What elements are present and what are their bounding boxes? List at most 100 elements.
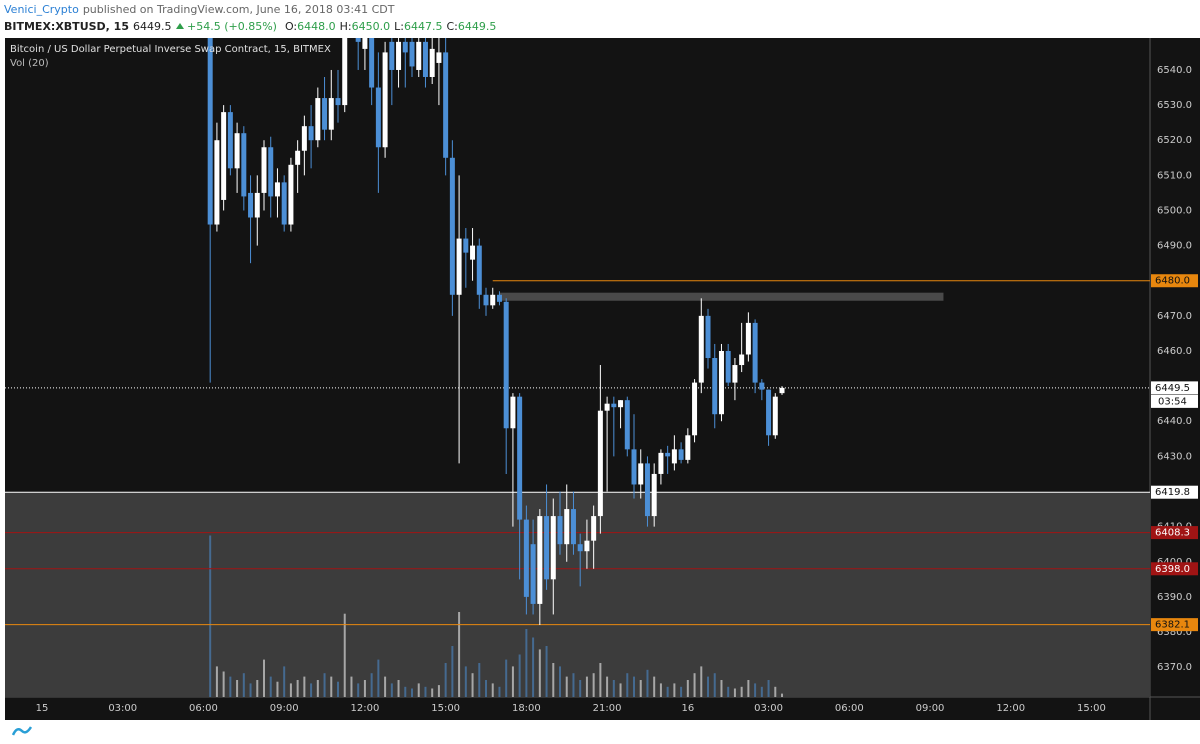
footer xyxy=(0,720,1200,744)
y-tick-label: 6400.0 xyxy=(1157,557,1192,568)
volume-bar xyxy=(444,663,447,697)
volume-bar xyxy=(774,686,777,697)
y-tick-label: 6370.0 xyxy=(1157,662,1192,673)
candle-body xyxy=(604,403,610,411)
candle-body xyxy=(503,301,509,429)
volume-bar xyxy=(659,683,662,697)
candle-body xyxy=(261,147,267,193)
candle-body xyxy=(766,389,772,436)
candle-body xyxy=(402,41,408,53)
volume-bar xyxy=(242,673,245,697)
volume-bar xyxy=(350,676,353,697)
volume-bar xyxy=(431,688,434,697)
volume-bar xyxy=(249,683,252,697)
ohlc-value: 6447.5 xyxy=(403,20,443,33)
volume-bar xyxy=(276,681,279,697)
volume-bar xyxy=(592,673,595,697)
change: +54.5 (+0.85%) xyxy=(175,20,281,33)
candle-body xyxy=(651,473,657,517)
candle-body xyxy=(382,52,388,148)
volume-bar xyxy=(323,673,326,697)
candle-body xyxy=(732,365,738,383)
volume-bar xyxy=(404,686,407,697)
volume-bar xyxy=(283,666,286,697)
volume-bar xyxy=(256,680,259,697)
price-tag xyxy=(1151,618,1198,632)
y-tick-label: 6510.0 xyxy=(1157,170,1192,181)
candle-body xyxy=(342,38,348,106)
candle-body xyxy=(496,294,502,302)
volume-bar xyxy=(229,676,232,697)
volume-bar xyxy=(713,673,716,697)
x-tick-label: 12:00 xyxy=(351,703,380,714)
candle-body xyxy=(631,449,637,485)
candle-body xyxy=(658,452,664,474)
candle-body xyxy=(295,150,301,165)
candle-body xyxy=(288,164,294,225)
price-tag-label: 6408.3 xyxy=(1155,528,1190,539)
x-tick-label: 16 xyxy=(681,703,694,714)
volume-bar xyxy=(222,671,225,697)
candle-body xyxy=(355,38,361,42)
candle-body xyxy=(752,322,758,383)
candle-body xyxy=(705,315,711,359)
y-tick-label: 6540.0 xyxy=(1157,65,1192,76)
volume-bar xyxy=(680,686,683,697)
symbol: BITMEX:XBTUSD, 15 xyxy=(4,20,129,33)
volume-bar xyxy=(370,673,373,697)
candle-body xyxy=(712,358,718,415)
volume-bar xyxy=(451,646,454,697)
volume-bar xyxy=(720,680,723,697)
candle-body xyxy=(692,382,698,436)
volume-bar xyxy=(377,659,380,697)
chart-title: Bitcoin / US Dollar Perpetual Inverse Sw… xyxy=(10,44,331,55)
zone xyxy=(5,492,1150,697)
candle-body xyxy=(584,540,590,552)
candle-body xyxy=(389,41,395,70)
header: Venici_Crypto published on TradingView.co… xyxy=(0,2,1200,38)
y-tick-label: 6490.0 xyxy=(1157,241,1192,252)
volume-bar xyxy=(707,676,710,697)
volume-bar xyxy=(585,676,588,697)
candle-body xyxy=(409,41,415,67)
resistance-box xyxy=(499,292,944,301)
ohlc-key: C: xyxy=(446,20,458,33)
candle-body xyxy=(591,516,597,541)
volume-bar xyxy=(296,680,299,697)
candle-body xyxy=(422,41,428,77)
x-tick-label: 18:00 xyxy=(512,703,541,714)
candle-body xyxy=(483,294,489,306)
candle-body xyxy=(779,387,785,394)
x-tick-label: 03:00 xyxy=(754,703,783,714)
y-tick-label: 6520.0 xyxy=(1157,135,1192,146)
x-tick-label: 21:00 xyxy=(593,703,622,714)
volume-bar xyxy=(666,686,669,697)
candle-body xyxy=(550,516,556,580)
candle-body xyxy=(308,126,314,141)
volume-bar xyxy=(619,683,622,697)
volume-bar xyxy=(727,686,730,697)
candle-body xyxy=(241,133,247,197)
volume-bar xyxy=(491,683,494,697)
volume-bar xyxy=(686,680,689,697)
candle-body xyxy=(597,410,603,517)
volume-bar xyxy=(525,629,528,697)
x-tick-label: 15:00 xyxy=(431,703,460,714)
x-tick-label: 15 xyxy=(36,703,49,714)
volume-bar xyxy=(209,535,212,697)
volume-bar xyxy=(693,673,696,697)
x-tick-label: 09:00 xyxy=(270,703,299,714)
price-tag xyxy=(1151,526,1198,540)
candle-body xyxy=(530,544,536,604)
candle-body xyxy=(436,52,442,63)
y-tick-label: 6390.0 xyxy=(1157,592,1192,603)
author[interactable]: Venici_Crypto xyxy=(4,3,79,16)
candle-body xyxy=(456,238,462,295)
candle-body xyxy=(671,449,677,464)
volume-bar xyxy=(572,673,575,697)
volume-bar xyxy=(485,680,488,697)
volume-bar xyxy=(397,680,400,697)
logo xyxy=(11,726,33,736)
volume-bar xyxy=(390,683,393,697)
price-tag xyxy=(1151,381,1198,395)
